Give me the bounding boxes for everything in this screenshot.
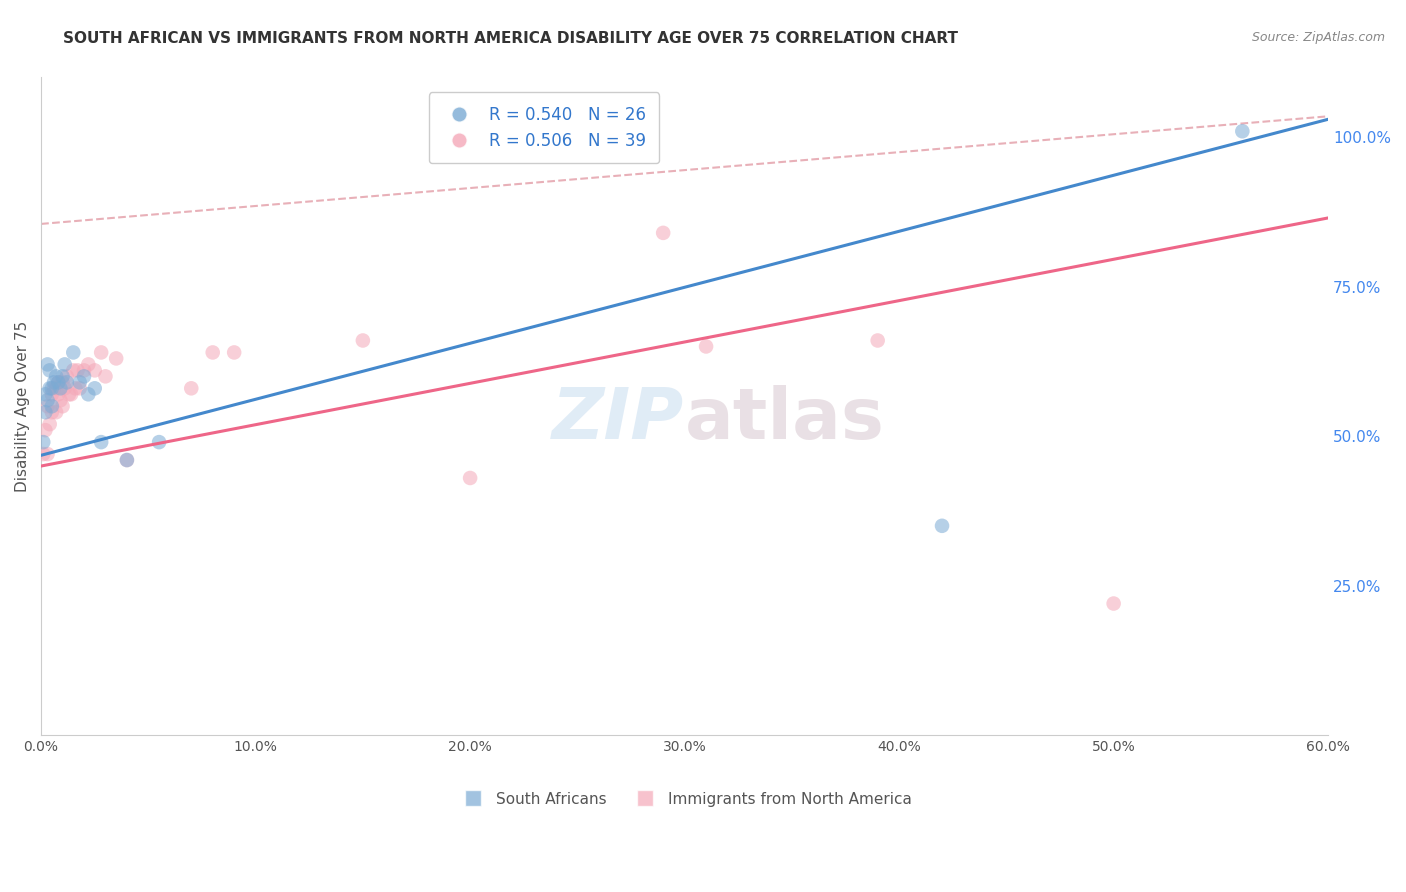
Point [38, 417, 60, 432]
Point [58, 387, 80, 401]
Point [105, 351, 128, 366]
Text: SOUTH AFRICAN VS IMMIGRANTS FROM NORTH AMERICA DISABILITY AGE OVER 75 CORRELATIO: SOUTH AFRICAN VS IMMIGRANTS FROM NORTH A… [63, 31, 959, 46]
Point [46, 387, 69, 401]
Point [45, 381, 67, 395]
Point [45, 369, 67, 384]
Point [90, 345, 112, 359]
Point [1232, 124, 1254, 138]
Point [60, 387, 83, 401]
Point [42, 381, 65, 395]
Point [51, 399, 73, 413]
Point [38, 381, 60, 395]
Point [37, 399, 59, 413]
Point [77, 387, 100, 401]
Point [94, 369, 117, 384]
Point [46, 376, 69, 390]
Point [46, 376, 69, 390]
Point [49, 381, 72, 395]
Point [56, 369, 79, 384]
Point [41, 381, 63, 395]
Point [34, 405, 56, 419]
Point [69, 376, 91, 390]
Point [34, 423, 56, 437]
Point [77, 358, 100, 372]
Point [62, 363, 84, 377]
Point [42, 376, 65, 390]
Point [866, 334, 889, 348]
Point [201, 345, 224, 359]
Point [652, 226, 675, 240]
Y-axis label: Disability Age Over 75: Disability Age Over 75 [15, 320, 30, 491]
Point [1102, 597, 1125, 611]
Point [45, 405, 67, 419]
Point [66, 363, 89, 377]
Point [90, 435, 112, 450]
Point [41, 387, 63, 401]
Point [56, 376, 79, 390]
Point [69, 381, 91, 395]
Point [51, 369, 73, 384]
Legend: South Africans, Immigrants from North America: South Africans, Immigrants from North Am… [451, 786, 918, 813]
Point [41, 405, 63, 419]
Point [37, 447, 59, 461]
Point [224, 345, 246, 359]
Point [73, 369, 96, 384]
Point [83, 363, 105, 377]
Point [37, 393, 59, 408]
Point [931, 518, 953, 533]
Point [53, 381, 76, 395]
Point [51, 376, 73, 390]
Point [38, 363, 60, 377]
Point [695, 339, 717, 353]
Point [34, 387, 56, 401]
Point [41, 399, 63, 413]
Point [83, 381, 105, 395]
Point [148, 435, 170, 450]
Point [115, 453, 138, 467]
Point [32, 447, 55, 461]
Point [73, 363, 96, 377]
Text: ZIP: ZIP [553, 385, 685, 454]
Point [115, 453, 138, 467]
Point [37, 358, 59, 372]
Point [49, 393, 72, 408]
Point [32, 435, 55, 450]
Point [65, 381, 87, 395]
Point [352, 334, 374, 348]
Point [180, 381, 202, 395]
Point [62, 345, 84, 359]
Text: Source: ZipAtlas.com: Source: ZipAtlas.com [1251, 31, 1385, 45]
Text: atlas: atlas [685, 385, 884, 454]
Point [53, 358, 76, 372]
Point [458, 471, 481, 485]
